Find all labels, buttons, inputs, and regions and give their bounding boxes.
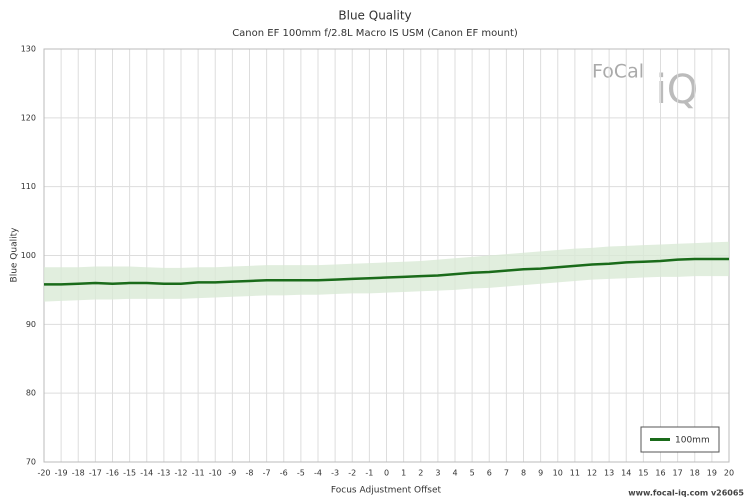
x-tick-label: 14 [621, 469, 631, 478]
y-tick-label: 130 [21, 45, 36, 54]
x-tick-label: -8 [246, 469, 254, 478]
x-tick-label: 18 [690, 469, 700, 478]
x-tick-label: -2 [348, 469, 356, 478]
x-tick-label: 1 [401, 469, 406, 478]
x-tick-label: -12 [174, 469, 187, 478]
x-tick-label: 19 [707, 469, 717, 478]
x-tick-label: -5 [297, 469, 305, 478]
x-tick-label: 8 [521, 469, 526, 478]
x-tick-label: -7 [263, 469, 271, 478]
x-tick-label: 17 [673, 469, 683, 478]
footer: www.focal-iq.com v26065 [628, 489, 744, 498]
x-tick-label: -1 [365, 469, 373, 478]
y-tick-label: 80 [26, 389, 36, 398]
x-tick-label: 13 [604, 469, 614, 478]
chart-subtitle: Canon EF 100mm f/2.8L Macro IS USM (Cano… [232, 28, 518, 39]
x-tick-label: 20 [724, 469, 734, 478]
x-tick-label: -19 [55, 469, 68, 478]
y-tick-label: 70 [26, 458, 36, 467]
x-tick-label: -10 [209, 469, 222, 478]
y-tick-label: 120 [21, 113, 36, 122]
x-tick-label: -6 [280, 469, 288, 478]
x-tick-label: -16 [106, 469, 119, 478]
x-tick-label: 4 [452, 469, 457, 478]
x-tick-label: 2 [418, 469, 423, 478]
x-tick-label: -3 [331, 469, 339, 478]
x-tick-label: 0 [384, 469, 389, 478]
x-tick-label: -20 [37, 469, 50, 478]
line [44, 257, 729, 286]
legend-label: 100mm [675, 436, 710, 446]
range-band [44, 241, 729, 302]
x-tick-label: 6 [487, 469, 492, 478]
x-tick-label: -18 [72, 469, 85, 478]
x-tick-label: -9 [228, 469, 236, 478]
x-tick-label: 7 [504, 469, 509, 478]
x-tick-label: 3 [435, 469, 440, 478]
x-tick-label: -14 [140, 469, 153, 478]
logo-bottom: iQ [656, 67, 699, 113]
y-tick-label: 110 [21, 182, 36, 191]
x-tick-label: 5 [470, 469, 475, 478]
y-tick-label: 100 [21, 251, 36, 260]
x-tick-label: -15 [123, 469, 136, 478]
x-tick-label: -13 [157, 469, 170, 478]
x-tick-label: 15 [638, 469, 648, 478]
x-tick-label: -11 [192, 469, 205, 478]
x-axis-label: Focus Adjustment Offset [331, 486, 442, 496]
x-tick-label: 9 [538, 469, 543, 478]
x-tick-label: 10 [553, 469, 563, 478]
x-tick-label: 11 [570, 469, 580, 478]
x-tick-label: -17 [89, 469, 102, 478]
chart-title: Blue Quality [338, 9, 411, 23]
x-tick-label: -4 [314, 469, 322, 478]
y-tick-label: 90 [26, 320, 36, 329]
y-axis-label: Blue Quality [10, 227, 20, 283]
logo-top: FoCal [592, 61, 644, 83]
x-tick-label: 12 [587, 469, 597, 478]
x-tick-label: 16 [655, 469, 665, 478]
